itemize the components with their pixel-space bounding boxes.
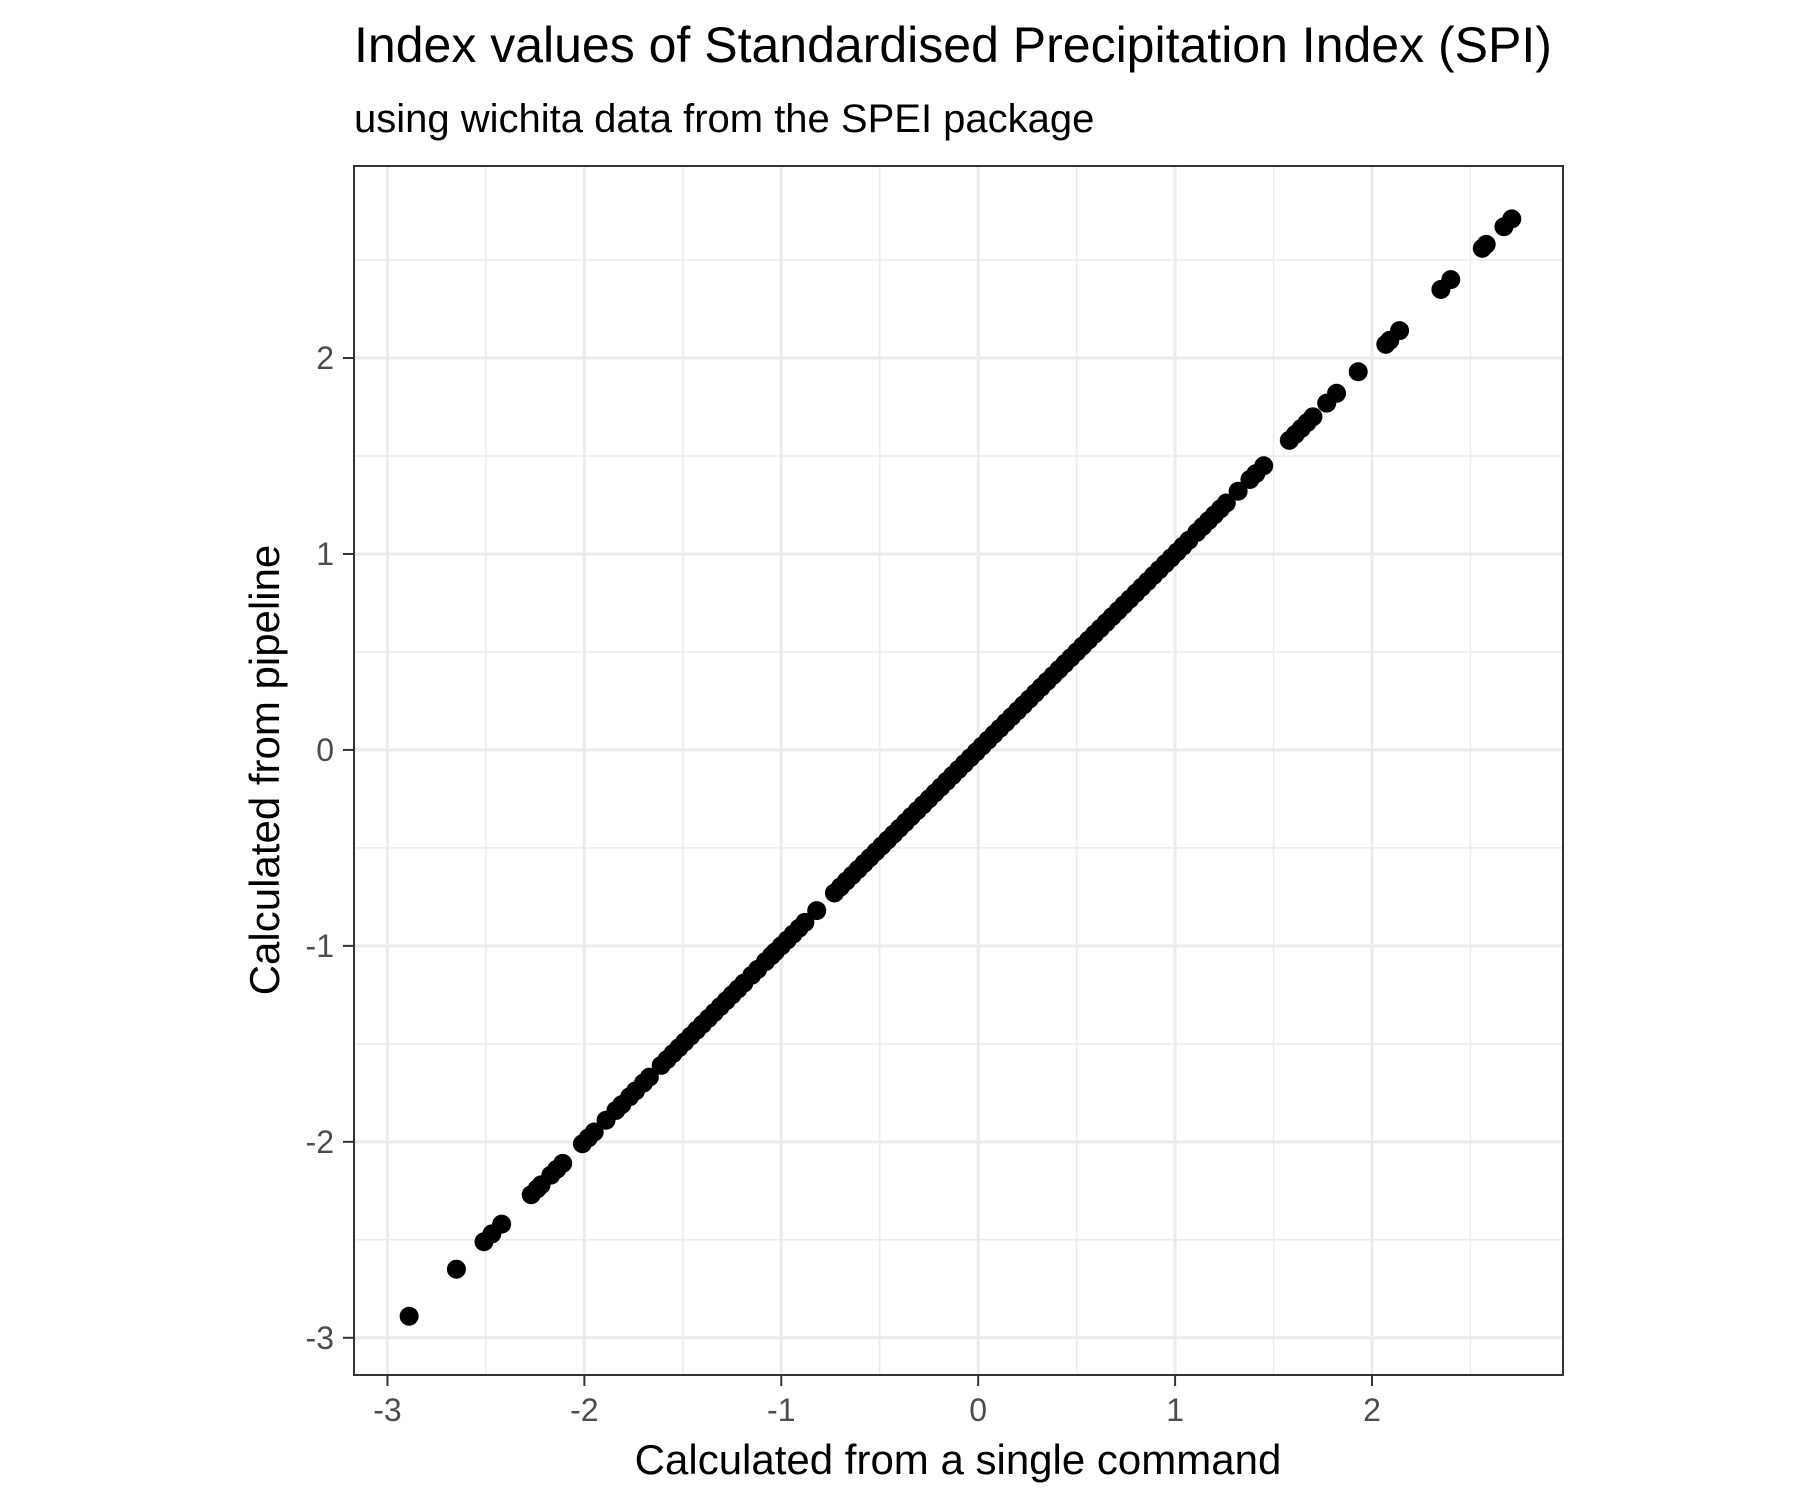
data-point — [1327, 383, 1347, 403]
data-point — [399, 1306, 419, 1326]
x-tick-label: 2 — [1363, 1392, 1381, 1428]
y-tick-label: -2 — [306, 1124, 334, 1160]
x-tick-label: -2 — [570, 1392, 598, 1428]
grid-major — [354, 166, 1563, 1375]
x-axis-label: Calculated from a single command — [635, 1436, 1282, 1483]
x-tick-label: 0 — [969, 1392, 987, 1428]
data-point — [1441, 270, 1461, 290]
x-tick-label: -3 — [373, 1392, 401, 1428]
data-point — [584, 1122, 604, 1142]
data-points — [399, 209, 1522, 1326]
data-point — [1390, 321, 1410, 341]
data-point — [807, 901, 827, 921]
grid-minor — [354, 166, 1563, 1375]
x-axis: -3 -2 -1 0 1 2 — [373, 1375, 1381, 1428]
y-tick-label: -1 — [306, 928, 334, 964]
data-point — [1254, 456, 1274, 476]
data-point — [553, 1153, 573, 1173]
data-point — [1348, 362, 1368, 382]
y-tick-label: 0 — [316, 732, 334, 768]
data-point — [446, 1259, 466, 1279]
y-axis: -3 -2 -1 0 1 2 — [306, 340, 354, 1356]
data-point — [1476, 234, 1496, 254]
y-tick-label: -3 — [306, 1320, 334, 1356]
data-point — [1216, 493, 1236, 513]
x-tick-label: -1 — [767, 1392, 795, 1428]
data-point — [1228, 481, 1248, 501]
x-tick-label: 1 — [1166, 1392, 1184, 1428]
y-tick-label: 1 — [316, 536, 334, 572]
data-point — [492, 1214, 512, 1234]
data-point — [1303, 407, 1323, 427]
chart-subtitle: using wichita data from the SPEI package — [354, 97, 1094, 141]
y-axis-label: Calculated from pipeline — [241, 545, 288, 996]
y-tick-label: 2 — [316, 340, 334, 376]
chart-title: Index values of Standardised Precipitati… — [354, 17, 1552, 73]
data-point — [1502, 209, 1522, 229]
data-point — [639, 1067, 659, 1087]
data-point — [795, 912, 815, 932]
plot-border — [353, 165, 1564, 1376]
